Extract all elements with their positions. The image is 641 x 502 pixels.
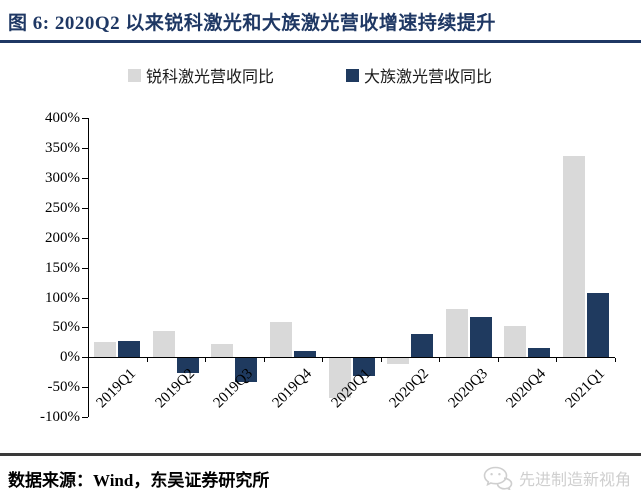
x-axis-tick	[497, 358, 499, 363]
bar-2019Q1-han	[118, 341, 141, 358]
bar-2019Q3-raycus	[211, 344, 234, 358]
x-axis-label: 2020Q2	[386, 366, 433, 412]
x-axis-label: 2020Q4	[503, 366, 550, 412]
y-axis-tick	[82, 147, 88, 149]
y-axis-label: -100%	[40, 409, 80, 426]
y-axis-tick	[82, 207, 88, 209]
y-axis-tick	[82, 118, 88, 119]
y-axis-label: 250%	[45, 199, 80, 216]
y-axis-tick	[82, 417, 88, 419]
x-axis-tick	[146, 358, 148, 363]
y-axis-label: 400%	[45, 110, 80, 126]
x-axis-label: 2020Q3	[445, 366, 491, 412]
x-axis-tick	[615, 358, 616, 363]
source-note: 数据来源：Wind，东吴证券研究所	[8, 471, 270, 490]
legend-item-han: 大族激光营收同比	[346, 63, 492, 87]
bar-2020Q2-han	[411, 334, 434, 358]
bar-2020Q3-raycus	[445, 308, 468, 358]
y-axis-tick	[82, 267, 88, 269]
legend-swatch-raycus	[127, 68, 141, 82]
y-axis-tick	[82, 387, 88, 389]
bar-2020Q4-han	[528, 347, 551, 358]
y-axis-label: 50%	[52, 319, 81, 336]
bar-2020Q2-raycus	[387, 358, 410, 364]
y-axis-tick	[82, 237, 88, 239]
x-axis-tick	[439, 358, 441, 363]
x-axis-tick	[556, 358, 558, 363]
x-axis-label: 2021Q1	[562, 366, 608, 412]
bar-2020Q1-han	[352, 358, 375, 376]
bar-2020Q4-raycus	[504, 325, 527, 358]
y-axis-label: -50%	[47, 379, 81, 396]
bar-2019Q4-han	[293, 350, 316, 358]
x-axis-tick	[380, 358, 382, 363]
x-axis-label: 2019Q1	[93, 366, 140, 412]
bar-2021Q1-han	[586, 292, 609, 358]
bar-2020Q3-han	[469, 317, 492, 358]
y-axis-tick	[82, 177, 88, 179]
legend-label-han: 大族激光营收同比	[364, 69, 493, 86]
bar-2019Q2-raycus	[152, 331, 175, 358]
x-axis-label: 2019Q3	[210, 366, 257, 412]
y-axis-label: 150%	[45, 259, 80, 276]
watermark-label: 先进制造新视角	[518, 472, 631, 489]
title-rule	[0, 40, 641, 43]
x-axis-zero-line	[88, 357, 615, 359]
y-axis-label: 100%	[45, 289, 80, 306]
watermark: 先进制造新视角	[483, 466, 631, 490]
y-axis-tick	[82, 357, 88, 359]
bar-2019Q4-raycus	[269, 322, 292, 358]
legend-swatch-han	[346, 68, 359, 82]
bar-2019Q3-han	[235, 358, 258, 383]
legend-item-raycus: 锐科激光营收同比	[127, 63, 274, 87]
y-axis-tick	[82, 327, 88, 329]
x-axis-tick	[205, 358, 207, 363]
legend-label-raycus: 锐科激光营收同比	[145, 69, 274, 86]
footer-rule	[0, 453, 641, 456]
y-axis-label: 200%	[45, 229, 80, 246]
bar-2021Q1-raycus	[562, 156, 585, 358]
y-axis-label: 300%	[45, 169, 80, 186]
y-axis-tick	[82, 297, 88, 299]
bar-2020Q1-raycus	[328, 358, 351, 399]
y-axis-label: 0%	[60, 349, 80, 366]
chart-legend: 锐科激光营收同比 大族激光营收同比	[0, 63, 620, 87]
x-axis-label: 2019Q2	[152, 366, 198, 412]
x-axis-tick	[263, 358, 265, 363]
y-axis-line	[88, 118, 89, 418]
bar-2019Q1-raycus	[94, 342, 117, 358]
page-title: 图 6: 2020Q2 以来锐科激光和大族激光营收增速持续提升	[8, 13, 496, 34]
bar-2019Q2-han	[176, 358, 199, 374]
wechat-bubbles-icon	[483, 466, 513, 490]
y-axis-label: 350%	[45, 139, 80, 156]
x-axis-tick	[322, 358, 324, 363]
